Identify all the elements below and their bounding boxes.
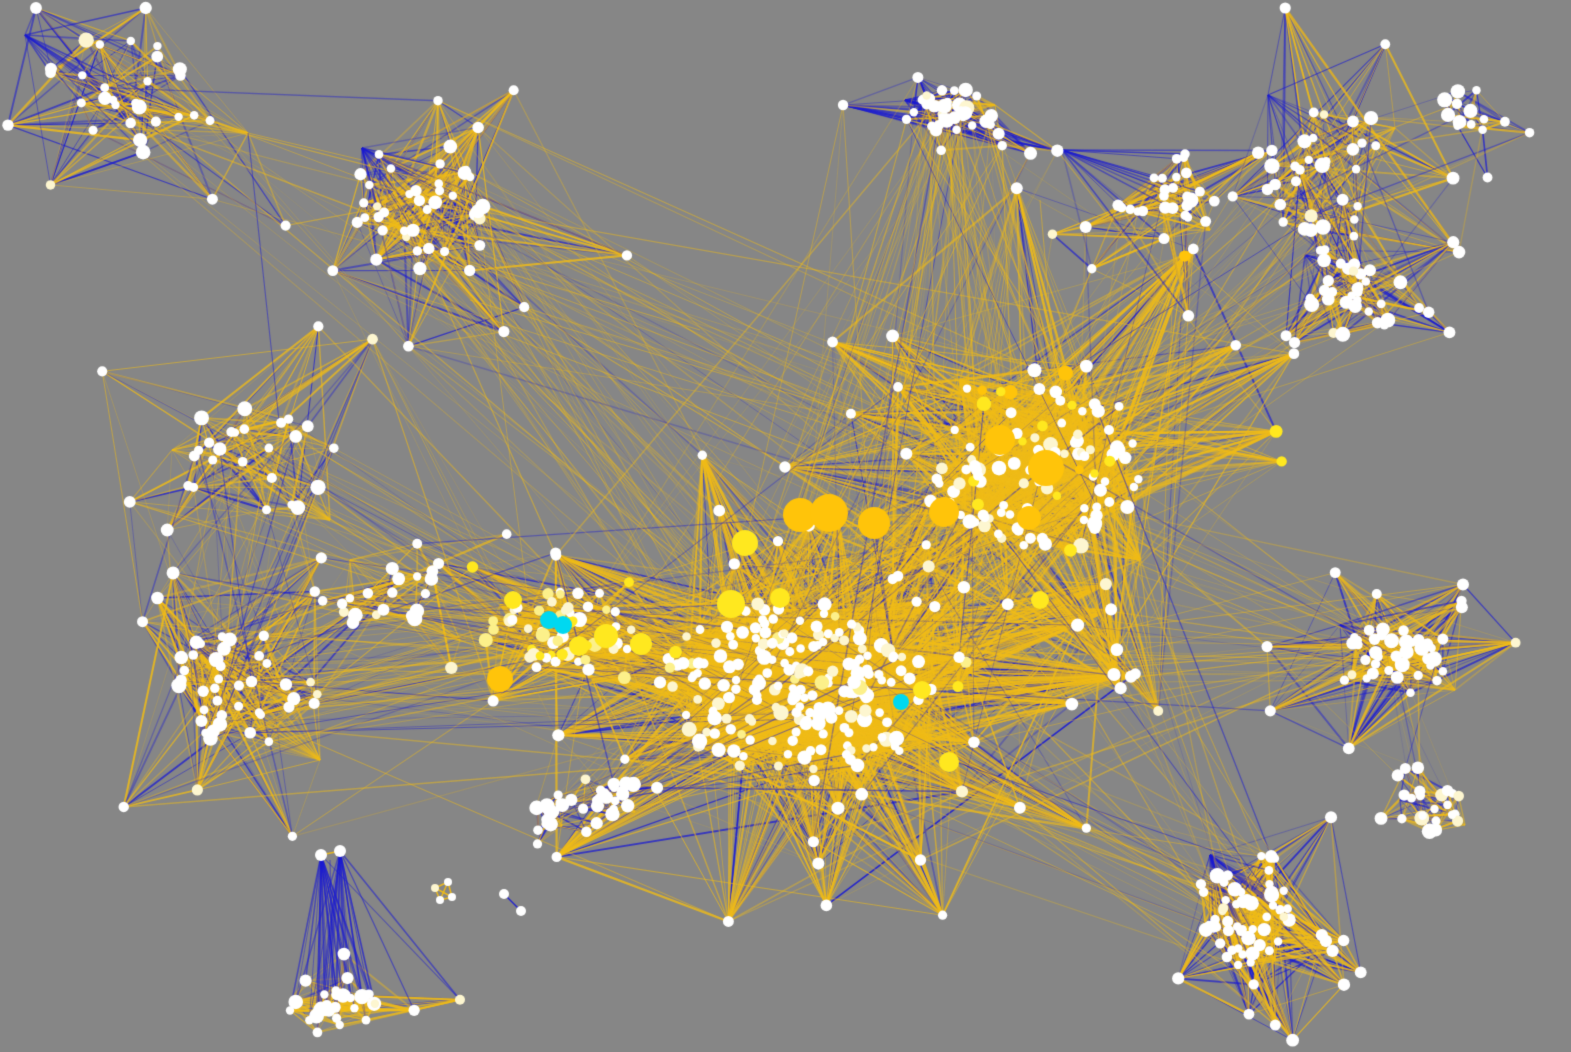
graph-canvas[interactable] [0,0,1571,1052]
network-graph-visualization[interactable] [0,0,1571,1052]
